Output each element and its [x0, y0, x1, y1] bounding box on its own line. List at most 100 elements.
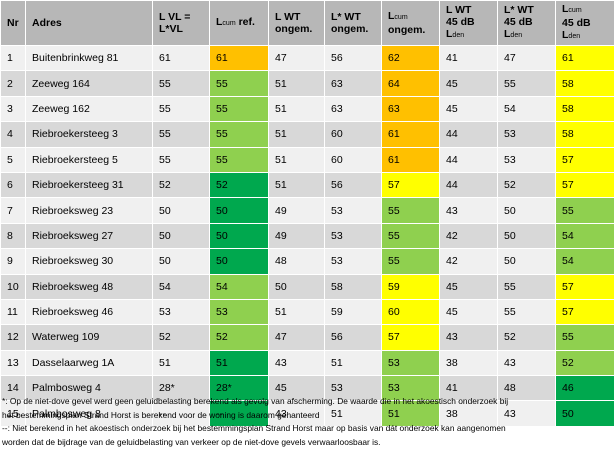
cell-lcum-45db: 54	[555, 222, 614, 250]
cell-lvl: 55	[152, 95, 210, 123]
cell-lwt-ongem: 49	[268, 197, 325, 224]
cell-lvl: 55	[152, 70, 210, 97]
cell-lwt-45db: 42	[439, 222, 498, 250]
cell-nr: 11	[0, 298, 26, 326]
table-row: 8 Riebroeksweg 27 50 50 49 53 55 42 50 54	[0, 222, 614, 250]
cell-lwt-45db: 44	[439, 121, 498, 148]
cell-lcum-45db: 54	[555, 248, 614, 275]
cell-lcum-ref: 28*	[209, 375, 269, 402]
header-nr: Nr	[0, 0, 26, 46]
table-row: 1 Buitenbrinkweg 81 61 61 47 56 62 41 47 61	[0, 44, 614, 72]
cell-nr: 4	[0, 121, 26, 148]
header-lwt-ongem: L WT ongem.	[268, 0, 325, 46]
cell-lcum-ongem: 55	[381, 222, 440, 250]
cell-lstar-wt-45db: 48	[497, 375, 556, 402]
cell-lcum-ref: 50	[209, 197, 269, 224]
cell-lcum-ongem: 61	[381, 121, 440, 148]
cell-lcum-ongem: 64	[381, 70, 440, 97]
noise-levels-table: Nr Adres L VL = L*VL Lcum ref. L WT ongem.…	[0, 0, 614, 427]
cell-nr: 9	[0, 248, 26, 275]
cell-lcum-45db: 55	[555, 197, 614, 224]
cell-lvl: 54	[152, 273, 210, 300]
cell-lstar-wt-ongem: 53	[324, 222, 382, 250]
cell-lwt-45db: 41	[439, 44, 498, 72]
cell-lwt-45db: 44	[439, 146, 498, 173]
cell-lcum-ongem: 55	[381, 197, 440, 224]
cell-lcum-ongem: 60	[381, 298, 440, 326]
cell-lvl: 55	[152, 121, 210, 148]
cell-lcum-ref: 52	[209, 324, 269, 351]
table-row: 5 Riebroekersteeg 5 55 55 51 60 61 44 53 57	[0, 146, 614, 173]
cell-lstar-wt-45db: 47	[497, 44, 556, 72]
header-lwt-45db: L WT 45 dB Lden	[439, 0, 498, 46]
cell-lwt-45db: 43	[439, 324, 498, 351]
cell-lwt-ongem: 51	[268, 70, 325, 97]
cell-lstar-wt-ongem: 63	[324, 95, 382, 123]
cell-lstar-wt-45db: 52	[497, 171, 556, 199]
table-row: 4 Riebroekersteeg 3 55 55 51 60 61 44 53 58	[0, 121, 614, 148]
cell-lcum-ongem: 62	[381, 44, 440, 72]
cell-lstar-wt-ongem: 59	[324, 298, 382, 326]
cell-adres: Palmbosweg 8	[25, 400, 153, 427]
cell-lcum-ref: 55	[209, 146, 269, 173]
cell-adres: Buitenbrinkweg 81	[25, 44, 153, 72]
cell-adres: Riebroeksweg 30	[25, 248, 153, 275]
table-body: 1 Buitenbrinkweg 81 61 61 47 56 62 41 47 61 2 Zeewe…	[0, 44, 614, 427]
cell-lvl: 53	[152, 298, 210, 326]
table-row: 11 Riebroeksweg 46 53 53 51 59 60 45 55 57	[0, 298, 614, 326]
cell-nr: 12	[0, 324, 26, 351]
cell-lstar-wt-45db: 50	[497, 222, 556, 250]
cell-lcum-ongem: 59	[381, 273, 440, 300]
cell-lwt-ongem: 50	[268, 273, 325, 300]
cell-lcum-45db: 55	[555, 324, 614, 351]
cell-lcum-45db: 57	[555, 171, 614, 199]
cell-lstar-wt-ongem: 63	[324, 70, 382, 97]
table-row: 6 Riebroekersteeg 31 52 52 51 56 57 44 52 57	[0, 171, 614, 199]
cell-lwt-ongem: 48	[268, 248, 325, 275]
cell-lstar-wt-ongem: 53	[324, 375, 382, 402]
cell-nr: 7	[0, 197, 26, 224]
cell-lstar-wt-45db: 53	[497, 146, 556, 173]
cell-lwt-ongem: 51	[268, 298, 325, 326]
table-row: 7 Riebroeksweg 23 50 50 49 53 55 43 50 55	[0, 197, 614, 224]
cell-lstar-wt-ongem: 53	[324, 197, 382, 224]
cell-lcum-45db: 58	[555, 95, 614, 123]
cell-lcum-ref: 55	[209, 121, 269, 148]
cell-adres: Riebroeksweg 23	[25, 197, 153, 224]
table-row: 12 Waterweg 109 52 52 47 56 57 43 52 55	[0, 324, 614, 351]
cell-lwt-45db: 38	[439, 349, 498, 377]
cell-lcum-ref: --	[209, 400, 269, 427]
cell-nr: 13	[0, 349, 26, 377]
cell-lcum-ongem: 53	[381, 375, 440, 402]
table-row: 14 Palmbosweg 4 28* 28* 45 53 53 41 48 46	[0, 375, 614, 402]
cell-lstar-wt-45db: 55	[497, 70, 556, 97]
cell-lcum-45db: 57	[555, 298, 614, 326]
cell-adres: Riebroeksweg 48	[25, 273, 153, 300]
cell-lvl: 55	[152, 146, 210, 173]
cell-lcum-ref: 55	[209, 95, 269, 123]
cell-lstar-wt-ongem: 60	[324, 121, 382, 148]
cell-lstar-wt-ongem: 53	[324, 248, 382, 275]
cell-lstar-wt-ongem: 51	[324, 349, 382, 377]
cell-lvl: 28*	[152, 375, 210, 402]
cell-lcum-ref: 54	[209, 273, 269, 300]
cell-lwt-ongem: 43	[268, 400, 325, 427]
cell-lstar-wt-45db: 54	[497, 95, 556, 123]
cell-lstar-wt-45db: 43	[497, 349, 556, 377]
cell-lcum-ongem: 53	[381, 349, 440, 377]
cell-lwt-ongem: 45	[268, 375, 325, 402]
table-header-row: Nr Adres L VL = L*VL Lcum ref. L WT ongem.…	[0, 0, 614, 46]
cell-lwt-ongem: 51	[268, 95, 325, 123]
cell-lstar-wt-ongem: 60	[324, 146, 382, 173]
cell-nr: 3	[0, 95, 26, 123]
cell-lstar-wt-ongem: 56	[324, 44, 382, 72]
footnote-asterisk-line-2: het bestemmingsplan Strand Horst is bere…	[2, 409, 320, 420]
cell-lstar-wt-ongem: 58	[324, 273, 382, 300]
cell-lcum-45db: 52	[555, 349, 614, 377]
cell-lwt-ongem: 47	[268, 44, 325, 72]
cell-lwt-45db: 42	[439, 248, 498, 275]
footnote-dash-line-1: --: Niet berekend in het akoestisch onde…	[2, 423, 506, 433]
table-row: 9 Riebroeksweg 30 50 50 48 53 55 42 50 54	[0, 248, 614, 275]
header-lvl: L VL = L*VL	[152, 0, 210, 46]
cell-adres: Dasselaarweg 1A	[25, 349, 153, 377]
